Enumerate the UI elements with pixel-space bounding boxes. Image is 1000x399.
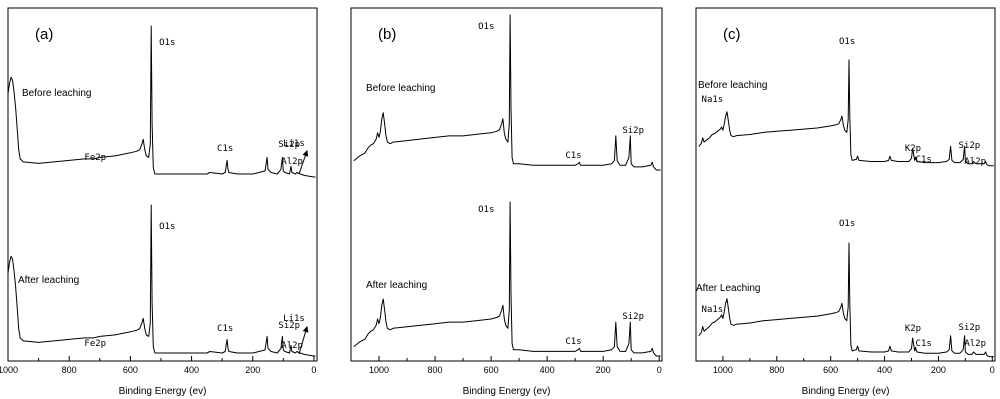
peak-label: O1s xyxy=(478,22,494,32)
spectrum-trace xyxy=(353,14,661,171)
condition-label: After leaching xyxy=(18,275,79,286)
peak-label: Al2p xyxy=(281,157,303,167)
spectrum-trace xyxy=(698,59,994,167)
x-tick-label: 800 xyxy=(769,365,784,375)
panel-label: (a) xyxy=(35,26,53,43)
spectrum-trace xyxy=(7,204,316,357)
peak-label: C1s xyxy=(916,339,932,349)
peak-label: O1s xyxy=(159,38,175,48)
peak-label: Al2p xyxy=(964,157,986,167)
peak-label: C1s xyxy=(217,144,233,154)
panel-1: 1000 800 600 400 200 0 Binding Energy (ev) (b) B… xyxy=(350,7,663,397)
x-tick-label: 1000 xyxy=(369,365,389,375)
peak-label: O1s xyxy=(478,205,494,215)
panel-label: (b) xyxy=(378,26,396,43)
peak-label: O1s xyxy=(839,219,855,229)
x-tick-label: 800 xyxy=(62,365,77,375)
x-tick-label: 600 xyxy=(823,365,838,375)
peak-label: Si2p xyxy=(959,141,981,151)
peak-label: C1s xyxy=(916,155,932,165)
x-tick-label: 200 xyxy=(245,365,260,375)
x-tick-label: 200 xyxy=(931,365,946,375)
peak-label: Al2p xyxy=(281,341,303,351)
peak-label: C1s xyxy=(565,151,581,161)
condition-label: Before leaching xyxy=(22,88,92,99)
condition-label: After leaching xyxy=(366,280,427,291)
x-tick-label: 400 xyxy=(540,365,555,375)
panel-frame xyxy=(7,7,318,362)
peak-label: Na1s xyxy=(702,95,724,105)
peak-label: Fe2p xyxy=(84,153,106,163)
x-tick-label: 0 xyxy=(657,365,662,375)
x-tick-label: 800 xyxy=(428,365,443,375)
x-tick-label: 0 xyxy=(311,365,316,375)
peak-label: O1s xyxy=(159,222,175,232)
peak-label: K2p xyxy=(905,324,921,334)
peak-label: O1s xyxy=(839,37,855,47)
x-axis-label: Binding Energy (ev) xyxy=(463,386,551,397)
x-tick-label: 1000 xyxy=(713,365,733,375)
spectrum-trace xyxy=(7,25,316,178)
x-tick-label: 1000 xyxy=(0,365,18,375)
peak-label: K2p xyxy=(905,144,921,154)
peak-label: Li1s xyxy=(283,314,305,324)
peak-label: Si2p xyxy=(278,140,300,150)
x-axis-label: Binding Energy (ev) xyxy=(802,386,890,397)
peak-label: Li1s xyxy=(283,139,305,149)
x-tick-label: 0 xyxy=(990,365,995,375)
x-tick-label: 600 xyxy=(123,365,138,375)
peak-label: Na1s xyxy=(702,305,724,315)
panel-frame xyxy=(350,7,663,362)
x-tick-label: 400 xyxy=(877,365,892,375)
peak-label: Si2p xyxy=(278,321,300,331)
condition-label: Before leaching xyxy=(698,80,768,91)
peak-label: C1s xyxy=(565,337,581,347)
panel-label: (c) xyxy=(723,26,741,43)
peak-arrow-head xyxy=(302,149,309,157)
peak-arrow-head xyxy=(302,325,309,333)
panel-frame xyxy=(695,7,996,362)
spectrum-trace xyxy=(353,201,661,357)
peak-label: Fe2p xyxy=(84,339,106,349)
x-tick-label: 400 xyxy=(184,365,199,375)
x-tick-label: 200 xyxy=(596,365,611,375)
x-tick-label: 600 xyxy=(484,365,499,375)
x-axis-label: Binding Energy (ev) xyxy=(119,386,207,397)
spectrum-trace xyxy=(698,242,994,358)
condition-label: Before leaching xyxy=(366,83,436,94)
peak-label: C1s xyxy=(217,324,233,334)
peak-label: Si2p xyxy=(622,126,644,136)
peak-label: Si2p xyxy=(622,312,644,322)
peak-label: Si2p xyxy=(959,323,981,333)
condition-label: After Leaching xyxy=(696,283,761,294)
panel-2: 1000 800 600 400 200 0 Binding Energy (ev) (c) B… xyxy=(695,7,996,397)
peak-label: Al2p xyxy=(964,339,986,349)
panel-0: 1000 800 600 400 200 0 Binding Energy (ev) (a) B… xyxy=(0,7,318,397)
